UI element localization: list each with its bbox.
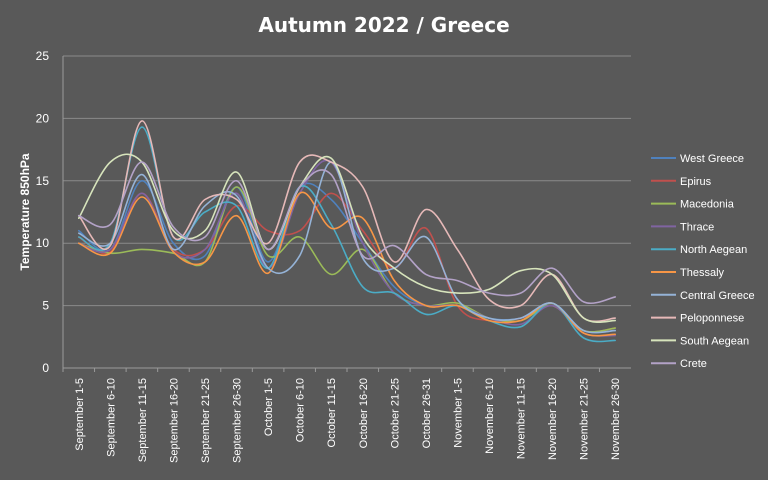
y-tick-label: 25 [36, 49, 50, 63]
y-tick-label: 5 [42, 299, 49, 313]
legend-label-north-aegean: North Aegean [680, 244, 747, 256]
legend-label-thrace: Thrace [680, 221, 714, 233]
x-tick-label: November 1-5 [452, 378, 464, 448]
series-line-crete [78, 161, 616, 305]
x-tick-label: October 6-10 [295, 378, 307, 442]
x-axis-ticks: September 1-5 September 6-10 September 11-… [62, 368, 622, 463]
y-tick-label: 0 [42, 361, 49, 375]
series-lines [78, 120, 616, 343]
x-tick-label: November 21-25 [579, 378, 591, 460]
legend-label-macedonia: Macedonia [680, 199, 735, 211]
y-tick-label: 10 [36, 236, 50, 250]
legend: West Greece Epirus Macedonia Thrace North Ae… [651, 153, 755, 370]
x-tick-label: September 1-5 [74, 378, 86, 451]
y-tick-label: 20 [36, 111, 50, 125]
x-tick-label: November 11-15 [516, 378, 528, 459]
x-tick-label: November 26-30 [610, 378, 622, 460]
series-line-south-aegean [78, 153, 616, 323]
x-tick-label: October 21-25 [389, 378, 401, 448]
x-tick-label: September 21-25 [200, 378, 212, 463]
x-tick-label: September 6-10 [105, 378, 117, 457]
series-line-peloponnese [78, 120, 616, 323]
x-tick-label: October 26-31 [421, 378, 433, 448]
gridlines [62, 55, 631, 369]
legend-label-central-greece: Central Greece [680, 290, 755, 302]
legend-label-west-greece: West Greece [680, 153, 744, 165]
x-tick-label: September 16-20 [168, 378, 180, 463]
x-tick-label: October 16-20 [358, 378, 370, 448]
chart-title: Autumn 2022 / Greece [258, 13, 509, 37]
legend-label-peloponnese: Peloponnese [680, 313, 744, 325]
y-tick-label: 15 [36, 174, 50, 188]
x-tick-label: November 6-10 [484, 378, 496, 454]
x-tick-label: September 26-30 [232, 378, 244, 463]
y-axis-ticks: 0 5 10 15 20 25 [36, 49, 50, 375]
legend-label-crete: Crete [680, 358, 707, 370]
legend-label-thessaly: Thessaly [680, 267, 725, 279]
x-tick-label: September 11-15 [137, 378, 149, 462]
legend-label-south-aegean: South Aegean [680, 335, 749, 347]
x-tick-label: November 16-20 [547, 378, 559, 460]
y-axis-label: Temperature 850hPa [18, 153, 32, 270]
legend-label-epirus: Epirus [680, 176, 712, 188]
x-tick-label: October 1-5 [263, 378, 275, 436]
x-tick-label: October 11-15 [326, 378, 338, 448]
